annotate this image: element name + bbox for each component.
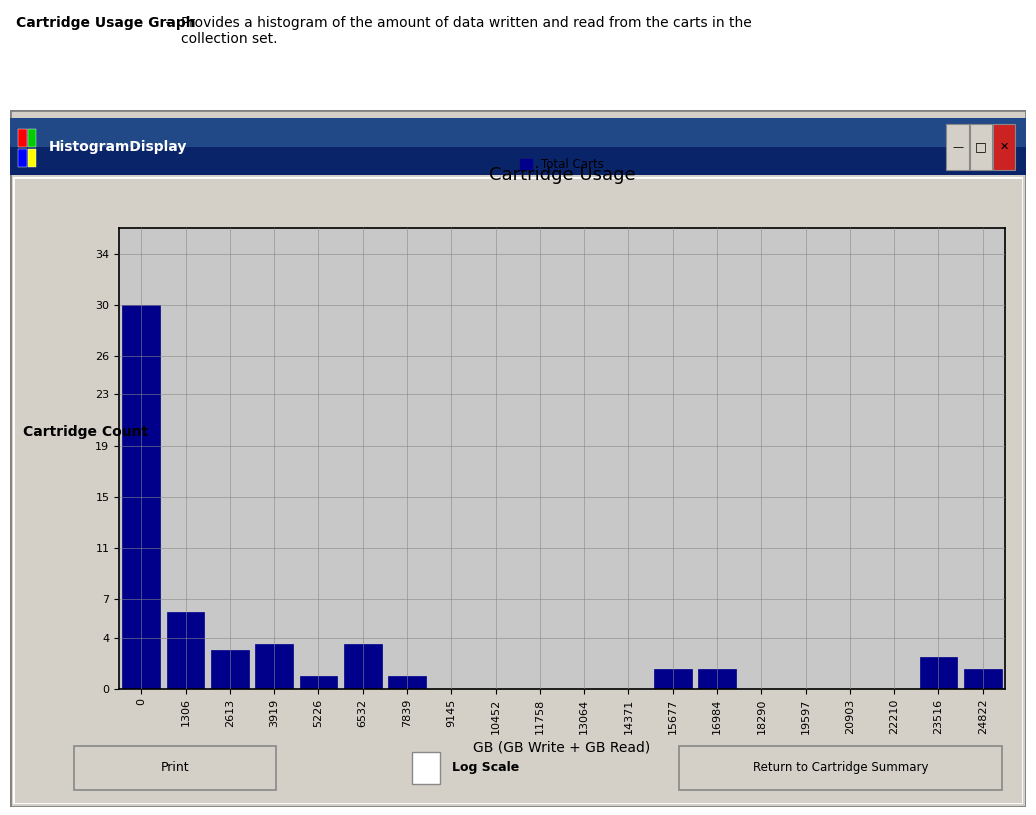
- Bar: [122, 305, 161, 689]
- Bar: [994, 124, 1015, 170]
- Bar: [654, 669, 692, 689]
- Title: Cartridge Usage: Cartridge Usage: [489, 165, 635, 183]
- Text: ✕: ✕: [1000, 142, 1009, 152]
- Legend: Total Carts: Total Carts: [515, 153, 609, 176]
- Bar: [255, 644, 293, 689]
- Text: Log Scale: Log Scale: [453, 761, 520, 774]
- Text: —: —: [952, 142, 963, 152]
- Bar: [167, 612, 204, 689]
- Bar: [10, 118, 1026, 147]
- Bar: [412, 751, 440, 784]
- Text: HistogramDisplay: HistogramDisplay: [49, 139, 188, 154]
- Bar: [970, 124, 992, 170]
- Text: Provides a histogram of the amount of data written and read from the carts in th: Provides a histogram of the amount of da…: [181, 15, 752, 46]
- Bar: [698, 669, 736, 689]
- Text: Print: Print: [161, 761, 190, 774]
- Bar: [28, 148, 36, 167]
- Bar: [19, 148, 27, 167]
- Bar: [963, 669, 1002, 689]
- Text: Cartridge Usage Graph: Cartridge Usage Graph: [16, 15, 195, 30]
- Bar: [680, 746, 1003, 790]
- Bar: [299, 676, 338, 689]
- Text: □: □: [975, 140, 987, 153]
- Bar: [344, 644, 381, 689]
- Text: -: -: [161, 15, 170, 30]
- Text: Cartridge Count: Cartridge Count: [23, 425, 148, 439]
- Bar: [74, 746, 276, 790]
- Text: Return to Cartridge Summary: Return to Cartridge Summary: [753, 761, 928, 774]
- Bar: [211, 650, 249, 689]
- X-axis label: GB (GB Write + GB Read): GB (GB Write + GB Read): [473, 741, 651, 755]
- Bar: [388, 676, 426, 689]
- Bar: [947, 124, 969, 170]
- Bar: [920, 657, 957, 689]
- Bar: [19, 129, 27, 147]
- Bar: [28, 129, 36, 147]
